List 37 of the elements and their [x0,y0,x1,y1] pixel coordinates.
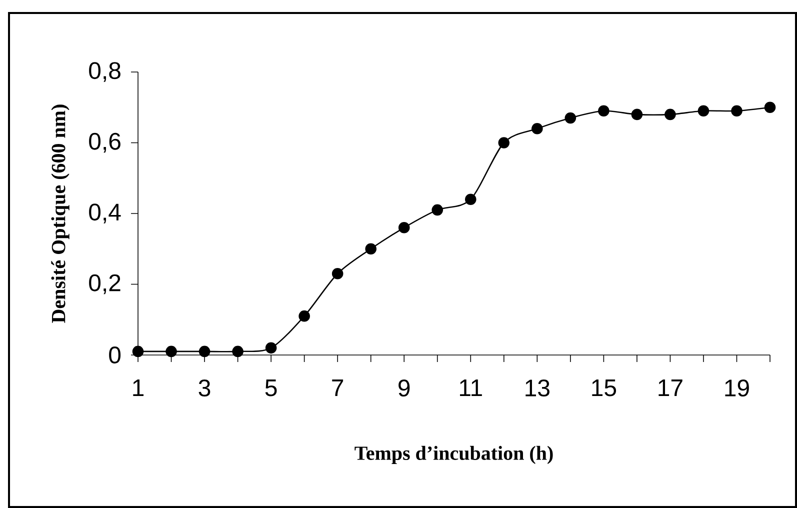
y-tick-label: 0,2 [89,274,120,294]
point [166,346,177,358]
point [731,105,742,117]
point [332,268,344,280]
x-tick-label: 9 [398,380,410,397]
point [298,310,310,322]
x-tick-label: 15 [592,380,616,396]
point [232,346,244,358]
x-tick-label: 7 [332,380,344,396]
point [198,346,210,358]
y-axis-title: Densité Optique (600 nm) [51,104,70,323]
point [564,112,576,124]
point [365,243,376,255]
y-tick-label: 0,4 [89,204,121,224]
y-tick-label: 0,6 [89,132,120,153]
y-tick-label: 0 [109,346,121,364]
point [664,108,676,120]
x-tick-label: 3 [198,380,210,397]
x-tick-label: 5 [265,380,277,396]
x-tick-label: 17 [658,380,682,396]
point [398,222,410,234]
x-axis-title: Temps d’incubation (h) [354,446,553,464]
point [498,137,510,148]
y-tick-label: 0,8 [89,62,120,82]
point [764,102,776,114]
point [631,108,643,120]
point [532,122,543,134]
point [464,194,476,205]
x-tick-label: 11 [460,380,482,396]
point [432,204,444,216]
x-tick-label: 19 [725,380,749,397]
point [598,105,610,117]
point [132,346,144,358]
x-tick-label: 1 [133,380,144,396]
point [698,105,710,117]
x-tick-label: 13 [526,380,550,397]
point [265,342,277,354]
